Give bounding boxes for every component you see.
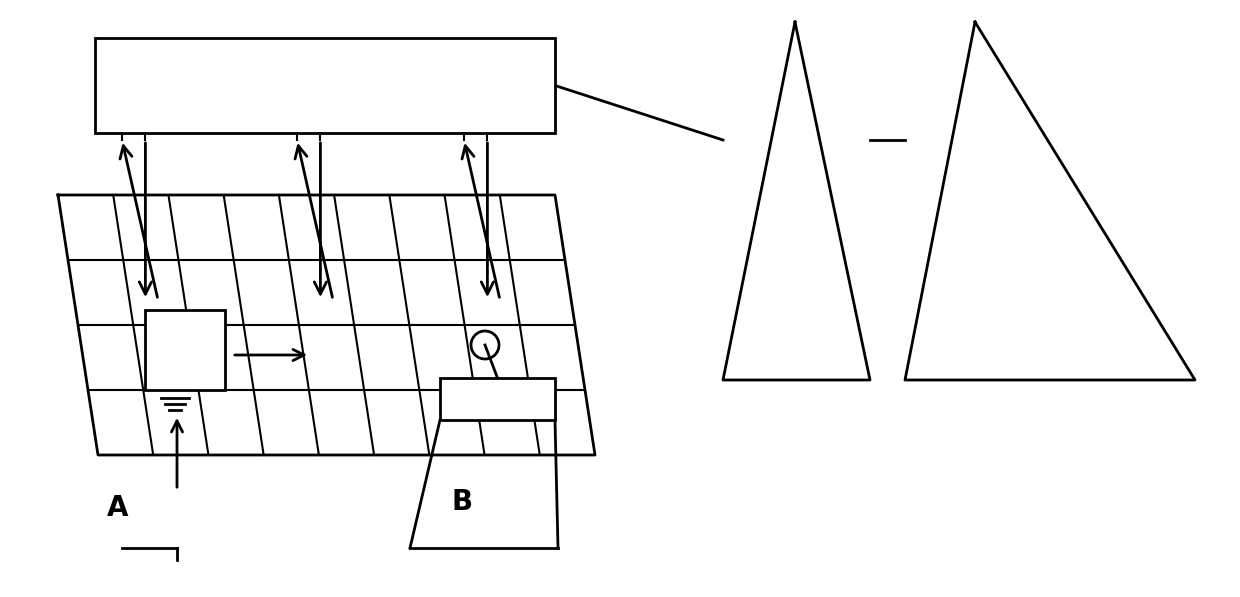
Bar bbox=[145, 310, 224, 390]
Text: B: B bbox=[451, 488, 472, 516]
Text: A: A bbox=[107, 494, 129, 522]
Bar bbox=[440, 378, 556, 420]
Bar bbox=[95, 38, 556, 133]
